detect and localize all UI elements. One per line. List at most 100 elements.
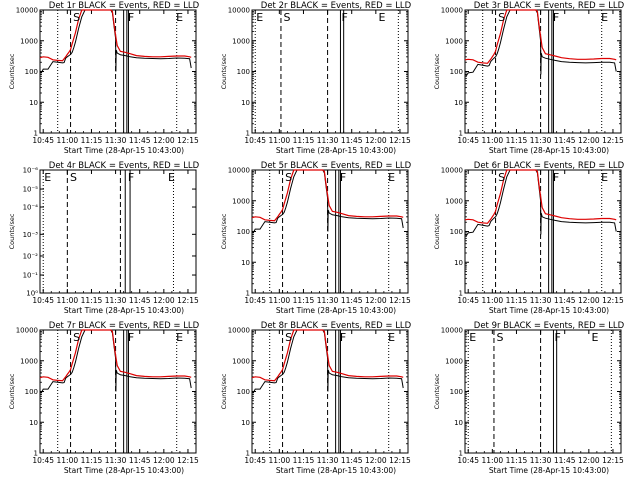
x-tick-label: 11:45 [554, 136, 576, 145]
x-axis-label: Start Time (28-Apr-15 10:43:00) [64, 306, 184, 315]
y-tick-label: 10⁻¹ [23, 272, 39, 280]
y-tick-label: 10000 [16, 327, 38, 335]
x-tick-label: 11:45 [341, 296, 363, 305]
series-line [464, 169, 617, 224]
y-tick-label: 100 [25, 68, 38, 76]
x-tick-label: 11:30 [530, 136, 552, 145]
x-tick-label: 11:15 [506, 136, 528, 145]
plot-frame [251, 329, 409, 454]
x-tick-label: 11:30 [530, 456, 552, 465]
y-tick-label: 10 [454, 259, 463, 267]
x-tick-label: 11:30 [317, 136, 339, 145]
marker-letter: S [497, 331, 504, 344]
y-tick-label: 10 [29, 419, 38, 427]
y-tick-label: 1 [459, 290, 463, 298]
x-axis-label: Start Time (28-Apr-15 10:43:00) [276, 466, 396, 475]
marker-letter: S [70, 171, 77, 184]
x-tick-label: 12:00 [153, 456, 175, 465]
x-tick-label: 11:45 [341, 456, 363, 465]
marker-letter: F [128, 331, 134, 344]
plot-frame [251, 9, 409, 134]
marker-letter: F [341, 11, 347, 24]
y-tick-label: 10⁻² [23, 252, 39, 260]
plot-frame [464, 9, 622, 134]
panel-title: Det 6r BLACK = Events, RED = LLD [474, 161, 625, 171]
panel-title: Det 7r BLACK = Events, RED = LLD [49, 321, 200, 331]
x-axis-label: Start Time (28-Apr-15 10:43:00) [276, 146, 396, 155]
x-tick-label: 12:15 [177, 296, 199, 305]
x-tick-label: 11:15 [81, 136, 103, 145]
x-tick-label: 11:30 [105, 296, 127, 305]
marker-letter: E [44, 171, 51, 184]
marker-letter: E [601, 171, 608, 184]
panel-5: Det 5r BLACK = Events, RED = LLD 1 10 100 10… [220, 161, 412, 315]
marker-letter: S [73, 11, 80, 24]
panel-7: Det 7r BLACK = Events, RED = LLD 1 10 100 10… [8, 321, 200, 475]
y-tick-label: 1 [459, 450, 463, 458]
marker-letter: S [284, 11, 291, 24]
y-tick-label: 1 [459, 130, 463, 138]
x-tick-label: 12:00 [153, 136, 175, 145]
y-tick-label: 10 [241, 259, 250, 267]
marker-letter: F [554, 331, 560, 344]
y-tick-label: 1000 [445, 197, 463, 205]
x-tick-label: 12:00 [365, 136, 387, 145]
x-axis-label: Start Time (28-Apr-15 10:43:00) [489, 146, 609, 155]
y-axis-label: Counts/sec [433, 373, 441, 409]
x-tick-label: 11:30 [317, 296, 339, 305]
y-tick-label: 10⁻⁶ [23, 167, 39, 175]
x-tick-label: 12:15 [177, 136, 199, 145]
y-tick-label: 1000 [232, 37, 250, 45]
x-axis-label: Start Time (28-Apr-15 10:43:00) [489, 466, 609, 475]
x-tick-label: 10:45 [457, 456, 479, 465]
y-axis-label: Counts/sec [8, 53, 16, 89]
panel-title: Det 4r BLACK = Events, RED = LLD [49, 161, 200, 171]
y-axis-label: Counts/sec [220, 373, 228, 409]
y-axis-label: Counts/sec [433, 53, 441, 89]
x-tick-label: 11:15 [506, 456, 528, 465]
y-tick-label: 10000 [441, 7, 463, 15]
plot-frame [464, 329, 622, 454]
plot-frame [39, 169, 197, 294]
x-tick-label: 11:30 [530, 296, 552, 305]
panel-title: Det 2r BLACK = Events, RED = LLD [261, 1, 412, 11]
x-tick-label: 10:45 [244, 296, 266, 305]
plot-frame [251, 169, 409, 294]
x-tick-label: 11:15 [81, 456, 103, 465]
x-tick-label: 12:00 [365, 456, 387, 465]
x-tick-label: 11:00 [57, 456, 79, 465]
marker-letter: F [553, 171, 559, 184]
y-axis-label: Counts/sec [8, 373, 16, 409]
y-axis-label: Counts/sec [220, 53, 228, 89]
y-tick-label: 100 [450, 228, 463, 236]
y-tick-label: 1000 [232, 197, 250, 205]
y-tick-label: 10⁻⁵ [23, 186, 39, 194]
x-tick-label: 11:30 [317, 456, 339, 465]
y-tick-label: 100 [450, 388, 463, 396]
marker-letter: F [340, 171, 346, 184]
x-tick-label: 11:15 [293, 296, 315, 305]
x-tick-label: 10:45 [32, 136, 54, 145]
marker-letter: F [128, 171, 134, 184]
panel-3: Det 3r BLACK = Events, RED = LLD 1 10 100 10… [433, 1, 625, 155]
panel-title: Det 5r BLACK = Events, RED = LLD [261, 161, 412, 171]
x-tick-label: 12:15 [602, 136, 624, 145]
marker-letter: F [128, 11, 134, 24]
marker-letter: E [256, 11, 263, 24]
y-tick-label: 1 [34, 450, 38, 458]
x-axis-label: Start Time (28-Apr-15 10:43:00) [64, 146, 184, 155]
series-line [39, 329, 192, 382]
y-tick-label: 10000 [441, 167, 463, 175]
marker-letter: E [176, 331, 183, 344]
y-tick-label: 1000 [20, 357, 38, 365]
x-tick-label: 10:45 [244, 456, 266, 465]
panel-title: Det 9r BLACK = Events, RED = LLD [474, 321, 625, 331]
x-tick-label: 12:00 [578, 136, 600, 145]
y-tick-label: 100 [25, 388, 38, 396]
x-tick-label: 10:45 [244, 136, 266, 145]
y-tick-label: 10000 [228, 167, 250, 175]
x-tick-label: 12:00 [365, 296, 387, 305]
plot-frame [464, 169, 622, 294]
